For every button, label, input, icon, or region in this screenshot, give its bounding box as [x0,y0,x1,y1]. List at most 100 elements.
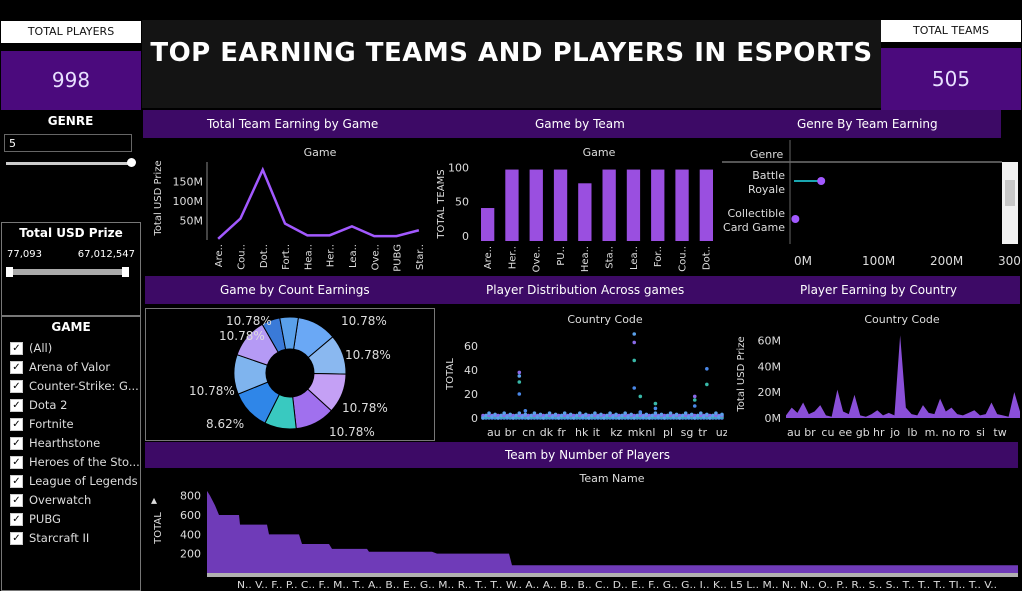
scatter-xtick: dk [540,426,554,439]
genre-slider-handle[interactable] [127,158,136,167]
total-players-value: 998 [1,51,141,110]
bar-chart-xtick: For.. [653,246,664,267]
checkbox-icon[interactable]: ✓ [10,380,23,393]
scatter-xtick: fr [557,426,566,439]
checkbox-icon[interactable]: ✓ [10,418,23,431]
band-player-distribution: Player Distribution Across games [486,283,685,297]
scatter-point [596,415,600,419]
bar-chart-xtick: Dot.. [702,246,713,270]
bar-chart-xtick: Ove.. [532,246,543,272]
scatter-point [611,415,615,419]
genre-chart-dot [817,177,826,185]
checkbox-icon[interactable]: ✓ [10,361,23,374]
total-teams-label: TOTAL TEAMS [881,20,1021,42]
genre-chart-label: Royale [748,183,785,196]
scatter-xtick: hk [575,426,589,439]
game-filter-option[interactable]: ✓ PUBG [10,512,61,528]
genre-input[interactable]: 5 [4,134,132,152]
scatter-xtick: cn [522,426,535,439]
checkbox-icon[interactable]: ✓ [10,437,23,450]
scatter-xtick: nl [645,426,655,439]
checkbox-icon[interactable]: ✓ [10,475,23,488]
player-distribution-scatter: Country Code TOTAL 0 20 40 60 au br cn dk fr hk it kz… [445,313,727,439]
bar-chart-bar [651,169,665,241]
game-filter-option[interactable]: ✓ Arena of Valor [10,360,110,376]
scatter-point [605,413,609,418]
game-filter-option[interactable]: ✓ Fortnite [10,417,74,433]
scatter-point [626,415,630,419]
game-filter-option[interactable]: ✓ League of Legends [10,474,138,490]
scatter-point [556,416,561,420]
game-filter-option[interactable]: ✓ Starcraft II [10,531,89,547]
checkbox-icon[interactable]: ✓ [10,532,23,545]
line-chart-ytick: 100M [173,195,204,208]
total-players-label: TOTAL PLAYERS [1,21,141,43]
scatter-ytick: 60 [464,340,478,353]
line-chart-xtick: Are.. [214,244,225,267]
scatter-point [553,412,558,417]
scatter-point [635,413,640,418]
country-ytick: 20M [758,386,782,399]
scatter-point [490,415,494,419]
scatter-point [692,394,697,399]
scatter-point [699,411,703,415]
checkbox-icon[interactable]: ✓ [10,494,23,507]
checkbox-icon[interactable]: ✓ [10,342,23,355]
scatter-ytick: 0 [471,412,478,425]
prize-slider-handle-max[interactable] [122,267,129,277]
game-filter-option[interactable]: ✓ Heroes of the Sto... [10,455,140,471]
bar-chart-header: Game [583,146,616,159]
scatter-point [517,374,522,378]
scatter-ylabel: TOTAL [445,358,456,391]
scatter-xtick: mk [628,426,646,439]
game-filter-option[interactable]: ✓ Counter-Strike: G... [10,379,139,395]
checkbox-icon[interactable]: ✓ [10,456,23,469]
country-xtick: au [787,426,801,439]
scatter-point [502,411,506,415]
country-ytick: 60M [758,334,782,347]
game-filter-option[interactable]: ✓ Hearthstone [10,436,100,452]
line-chart-ytick: 150M [173,176,204,189]
country-xtick: m. [925,426,939,439]
prize-filter: Total USD Prize 77,093 67,012,547 [1,222,141,316]
scatter-xtick: tr [698,426,707,439]
genre-filter-label: GENRE [47,114,94,128]
genre-chart-label: Card Game [723,221,785,234]
scatter-point [638,394,643,399]
line-chart-ylabel: Total USD Prize [153,160,164,236]
scatter-point [629,412,634,417]
game-filter-option[interactable]: ✓ (All) [10,341,52,357]
scatter-point [541,416,546,420]
genre-slider-track[interactable] [6,162,132,165]
scatter-point [632,416,637,420]
prize-slider-handle-min[interactable] [6,267,13,277]
scatter-point [689,412,694,417]
scatter-xtick: au [487,426,501,439]
country-xtick: br [804,426,816,439]
bar-chart-xtick: Are.. [483,246,494,269]
scatter-point [708,416,712,420]
game-filter-option[interactable]: ✓ Overwatch [10,493,91,509]
prize-max: 67,012,547 [77,249,135,260]
checkbox-icon[interactable]: ✓ [10,513,23,526]
scatter-point [656,415,661,419]
scatter-point [496,416,500,420]
band-player-earning-country: Player Earning by Country [800,283,957,297]
country-ytick: 0M [765,412,782,425]
bar-chart-xtick: Hea.. [580,246,591,272]
scatter-point [517,380,522,384]
prize-slider-track[interactable] [8,269,128,275]
checkbox-icon[interactable]: ✓ [10,399,23,412]
country-xtick: ro [959,426,970,439]
scatter-point [653,411,658,415]
country-ytick: 40M [758,360,782,373]
band-game-by-team: Game by Team [535,117,625,131]
genre-chart-dot [791,215,800,223]
scatter-point [581,415,585,419]
scatter-point [632,386,637,390]
game-filter-option-label: Overwatch [29,493,92,507]
scatter-point [686,415,691,419]
game-filter-option[interactable]: ✓ Dota 2 [10,398,67,414]
scatter-point [711,413,715,418]
scatter-point [538,412,543,417]
